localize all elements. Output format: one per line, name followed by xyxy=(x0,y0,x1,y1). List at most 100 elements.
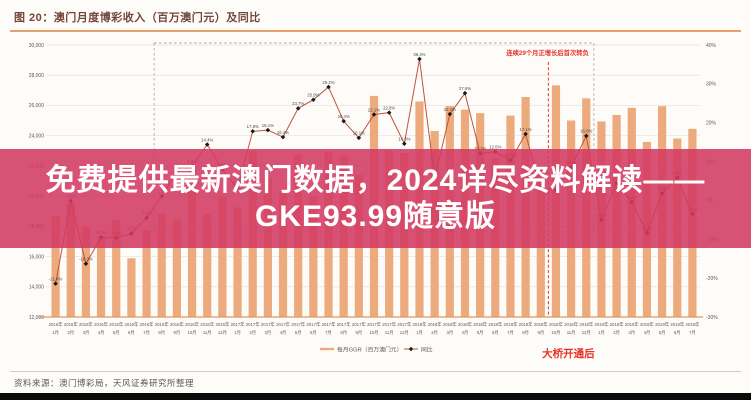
x-tick-month: 2月 xyxy=(431,330,438,336)
ggr-bar xyxy=(278,193,288,317)
x-tick-month: 12月 xyxy=(400,330,409,336)
overlay-banner: 免费提供最新澳门数据，2024详尽资料解读—— GKE93.99随意版 xyxy=(0,149,751,248)
x-tick-month: 6月 xyxy=(492,330,499,336)
x-tick-year: 2016年 xyxy=(79,321,94,328)
x-tick-year: 2016年 xyxy=(185,321,200,328)
x-tick-month: 12月 xyxy=(582,330,591,336)
x-tick-month: 3月 xyxy=(446,330,453,336)
x-tick-year: 2018年 xyxy=(473,321,488,328)
x-tick-year: 2019年 xyxy=(610,321,625,328)
yoy-point-label: 22.1% xyxy=(368,107,380,112)
x-tick-year: 2016年 xyxy=(94,321,109,328)
x-tick-year: 2017年 xyxy=(367,321,382,328)
x-tick-year: 2016年 xyxy=(109,321,124,328)
x-tick-year: 2017年 xyxy=(322,321,337,328)
x-tick-year: 2017年 xyxy=(337,321,352,328)
yoy-point-label: 22.6% xyxy=(383,105,395,110)
x-tick-year: 2016年 xyxy=(155,321,170,328)
ggr-bar xyxy=(51,216,60,317)
x-tick-month: 7月 xyxy=(325,330,332,336)
y-left-tick: 28,000 xyxy=(29,73,45,79)
y-left-tick: 14,000 xyxy=(29,285,45,291)
x-tick-month: 6月 xyxy=(674,330,681,336)
legend-bar-label: 每月GGR（百万澳门元） xyxy=(337,345,402,353)
x-tick-month: 1月 xyxy=(52,330,59,336)
x-tick-year: 2017年 xyxy=(352,321,367,328)
x-tick-year: 2016年 xyxy=(124,321,139,328)
x-tick-month: 3月 xyxy=(265,330,272,336)
yoy-marker xyxy=(250,129,255,134)
title-underline xyxy=(10,30,741,32)
x-tick-year: 2019年 xyxy=(595,321,610,328)
x-tick-month: 5月 xyxy=(113,330,120,336)
ggr-bar xyxy=(127,258,136,317)
ggr-bar xyxy=(96,236,106,317)
x-tick-month: 12月 xyxy=(218,330,227,336)
ggr-bar xyxy=(172,219,181,317)
x-tick-month: 7月 xyxy=(689,330,696,336)
x-tick-year: 2018年 xyxy=(534,321,549,328)
legend-line-marker xyxy=(408,346,414,352)
x-tick-year: 2018年 xyxy=(519,321,534,328)
x-tick-year: 2017年 xyxy=(246,321,261,328)
yoy-point-label: -21.4% xyxy=(49,276,63,281)
x-tick-year: 2018年 xyxy=(549,321,564,328)
yoy-point-label: 16.1% xyxy=(353,131,365,136)
x-tick-month: 2月 xyxy=(613,330,620,336)
y-left-tick: 30,000 xyxy=(29,43,45,49)
yoy-point-label: 27.6% xyxy=(459,86,471,91)
x-tick-month: 2月 xyxy=(249,330,256,336)
x-tick-month: 8月 xyxy=(340,330,347,336)
x-tick-year: 2017年 xyxy=(276,321,291,328)
yoy-marker xyxy=(341,118,346,124)
source-divider xyxy=(10,371,741,372)
yoy-point-label: 17.1% xyxy=(520,127,532,132)
ggr-bar xyxy=(81,226,91,317)
yoy-marker xyxy=(295,106,301,111)
yoy-point-label: 22.2% xyxy=(444,107,456,112)
x-tick-month: 4月 xyxy=(644,330,651,336)
yoy-point-label: 12.5% xyxy=(489,145,501,150)
overlay-text-line1: 免费提供最新澳门数据，2024详尽资料解读—— xyxy=(45,163,706,197)
yoy-point-label: 16.6% xyxy=(580,129,592,134)
x-tick-month: 3月 xyxy=(628,330,635,336)
x-tick-year: 2017年 xyxy=(261,321,276,328)
x-tick-month: 5月 xyxy=(659,330,666,336)
yoy-point-label: -16.3% xyxy=(79,257,93,262)
ggr-bar xyxy=(157,213,166,317)
yoy-point-label: 20.4% xyxy=(338,114,350,119)
y-right-tick: 20% xyxy=(706,121,717,127)
ggr-bar xyxy=(203,214,212,317)
x-tick-month: 11月 xyxy=(203,330,212,336)
x-tick-year: 2018年 xyxy=(504,321,519,328)
x-tick-year: 2019年 xyxy=(625,321,640,328)
x-tick-year: 2016年 xyxy=(49,321,64,328)
y-left-tick: 16,000 xyxy=(29,254,45,260)
overlay-text-line2: GKE93.99随意版 xyxy=(254,199,497,233)
y-left-tick: 24,000 xyxy=(29,133,45,139)
x-tick-month: 10月 xyxy=(188,330,197,336)
x-tick-month: 10月 xyxy=(551,330,560,336)
yoy-marker xyxy=(265,127,271,133)
x-tick-month: 4月 xyxy=(98,330,105,336)
yoy-marker xyxy=(386,110,392,115)
bottom-black-bar xyxy=(0,393,751,400)
x-tick-year: 2019年 xyxy=(670,321,685,328)
x-tick-year: 2017年 xyxy=(291,321,306,328)
growth-period-label: 连续29个月正增长后首次转负 xyxy=(506,48,589,57)
x-tick-month: 1月 xyxy=(598,330,605,336)
x-tick-month: 5月 xyxy=(295,330,302,336)
x-tick-month: 11月 xyxy=(385,330,394,336)
yoy-marker xyxy=(417,56,422,62)
source-note: 资料来源：澳门博彩局，天风证券研究所整理 xyxy=(14,378,195,388)
yoy-point-label: 25.9% xyxy=(307,93,319,98)
x-tick-month: 3月 xyxy=(83,330,90,336)
x-tick-year: 2018年 xyxy=(428,321,443,328)
x-tick-month: 9月 xyxy=(537,330,544,336)
y-left-tick: 12,000 xyxy=(29,315,45,321)
x-tick-month: 2月 xyxy=(67,330,74,336)
y-right-tick: 40% xyxy=(706,43,717,49)
x-tick-month: 4月 xyxy=(462,330,469,336)
x-tick-month: 6月 xyxy=(310,330,317,336)
